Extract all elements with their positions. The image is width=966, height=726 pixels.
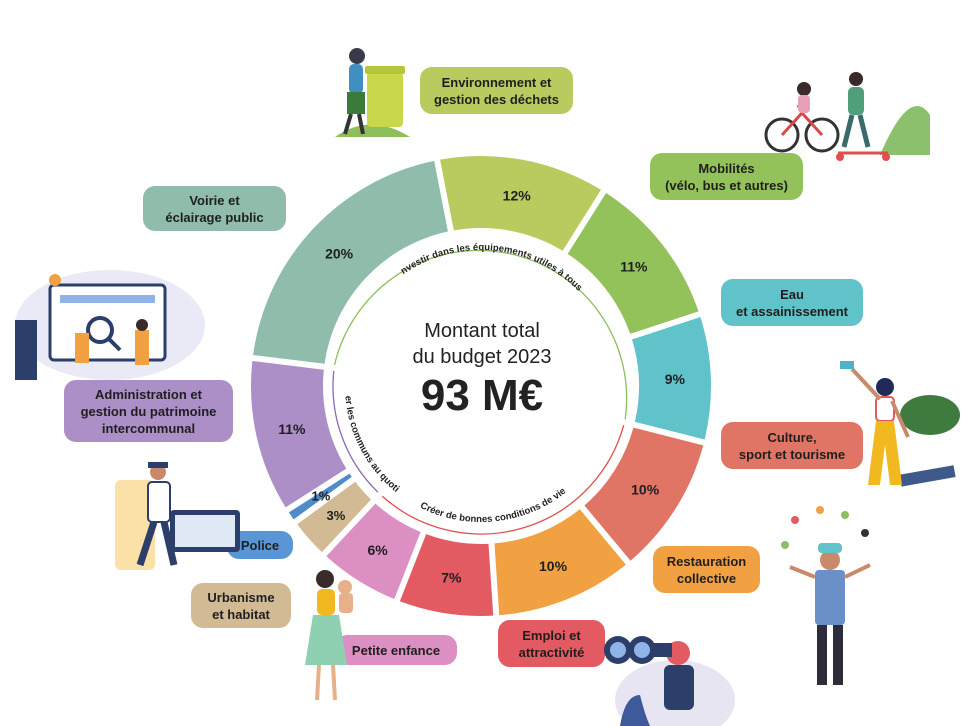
mobility-illustration-icon — [764, 72, 930, 161]
label-restauration: Restauration collective — [653, 546, 760, 593]
label-environnement: Environnement et gestion des déchets — [420, 67, 573, 114]
group-arc-2 — [332, 370, 379, 493]
group-arc-0 — [333, 249, 628, 420]
label-eau: Eau et assainissement — [721, 279, 863, 326]
slice-value-label: 11% — [620, 259, 648, 275]
slice-3 — [584, 427, 704, 561]
police-illustration-icon — [115, 462, 240, 570]
slice-10 — [253, 160, 448, 364]
slice-value-label: 1% — [312, 489, 331, 504]
group-label-0: Investir dans les équipements utiles à t… — [0, 0, 584, 294]
label-culture: Culture, sport et tourisme — [721, 422, 863, 469]
slice-value-label: 11% — [278, 421, 306, 437]
slice-9 — [251, 360, 347, 508]
slice-value-label: 7% — [441, 570, 462, 586]
slice-value-label: 9% — [665, 371, 686, 387]
emploi-illustration-icon — [604, 636, 735, 726]
label-mobilites: Mobilités (vélo, bus et autres) — [650, 153, 803, 200]
label-voirie: Voirie et éclairage public — [143, 186, 286, 231]
label-administration: Administration et gestion du patrimoine … — [64, 380, 233, 442]
group-arc-1 — [381, 424, 625, 535]
slice-value-label: 10% — [631, 481, 660, 497]
petite-enfance-illustration-icon — [305, 570, 353, 701]
label-emploi: Emploi et attractivité — [498, 620, 605, 667]
slice-8 — [288, 473, 352, 520]
restauration-illustration-icon — [781, 506, 871, 685]
slice-2 — [632, 317, 712, 440]
slice-value-label: 20% — [325, 246, 354, 262]
label-urbanisme: Urbanisme et habitat — [191, 583, 291, 628]
slice-4 — [494, 509, 626, 616]
slice-value-label: 12% — [503, 187, 532, 203]
slice-value-label: 6% — [368, 542, 389, 558]
environment-illustration-icon — [335, 48, 410, 137]
slice-value-label: 3% — [327, 508, 346, 523]
slice-1 — [567, 192, 699, 334]
slice-5 — [399, 534, 494, 616]
culture-sport-illustration-icon — [840, 361, 960, 487]
slice-0 — [440, 156, 602, 251]
center-title: Montant total du budget 2023 — [412, 320, 552, 368]
slice-7 — [297, 481, 372, 553]
slice-6 — [326, 503, 421, 600]
slice-value-label: 10% — [539, 558, 568, 574]
administration-illustration-icon — [15, 270, 205, 380]
center-total: 93 M€ — [420, 371, 544, 420]
label-petite-enfance: Petite enfance — [335, 635, 457, 665]
